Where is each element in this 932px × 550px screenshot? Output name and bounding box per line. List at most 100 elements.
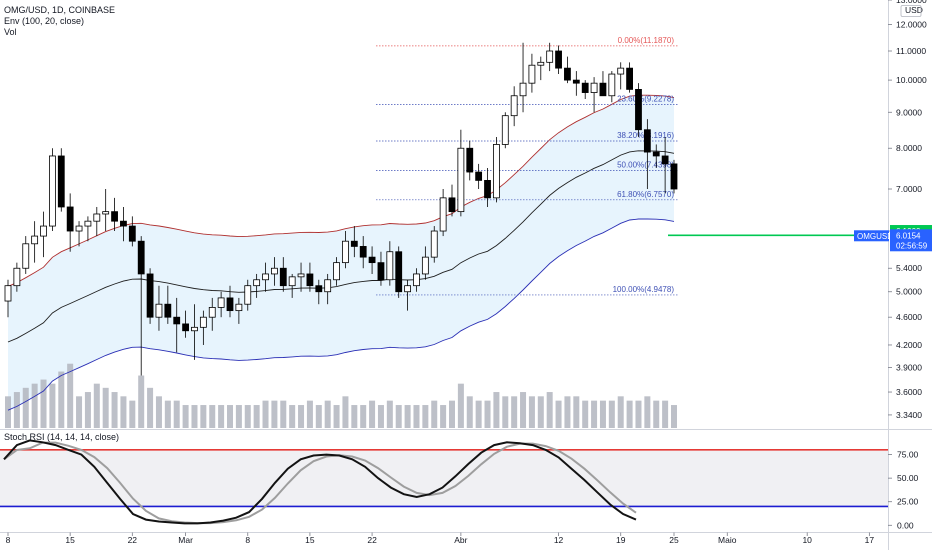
volume-bar-36 xyxy=(324,400,331,428)
volume-bar-14 xyxy=(129,400,136,428)
volume-bar-1 xyxy=(13,392,20,428)
time-tick-label-6: 22 xyxy=(367,535,377,545)
envelope-fill xyxy=(8,95,674,411)
candle-body-26 xyxy=(235,303,243,312)
price-tick-label-9: 5.0000 xyxy=(896,287,922,297)
price-tick-label-13: 3.6000 xyxy=(896,387,922,397)
candle-61 xyxy=(546,42,554,72)
volume-bar-73 xyxy=(653,400,660,428)
candle-body-52 xyxy=(466,147,474,173)
candle-16 xyxy=(146,268,154,324)
candle-57 xyxy=(510,86,518,127)
volume-legend[interactable]: Vol xyxy=(4,27,17,37)
volume-bar-6 xyxy=(58,371,65,428)
candle-62 xyxy=(555,45,562,75)
candle-44 xyxy=(395,246,403,298)
volume-bar-7 xyxy=(67,363,74,428)
time-tick-label-0: 8 xyxy=(6,535,11,545)
envelope-legend[interactable]: Env (100, 20, close) xyxy=(4,16,85,26)
price-tick-label-5: 8.0000 xyxy=(896,143,922,153)
volume-bar-10 xyxy=(93,383,100,428)
candle-33 xyxy=(297,262,305,292)
candle-32 xyxy=(288,273,296,298)
candle-body-31 xyxy=(279,267,287,287)
currency-box xyxy=(900,5,922,17)
candle-14 xyxy=(128,216,136,247)
stoch-tick-label-1: 50.00 xyxy=(897,473,919,483)
candle-body-49 xyxy=(439,197,447,232)
volume-bar-0 xyxy=(5,396,11,428)
volume-bar-8 xyxy=(76,396,83,428)
candle-9 xyxy=(84,216,92,242)
candle-body-73 xyxy=(652,151,660,157)
volume-bar-30 xyxy=(271,400,278,428)
volume-bar-23 xyxy=(209,405,216,428)
candle-body-8 xyxy=(75,225,83,232)
candle-1 xyxy=(13,262,21,292)
candle-body-70 xyxy=(626,67,633,90)
candle-43 xyxy=(386,241,394,286)
candle-45 xyxy=(404,279,412,311)
symbol-legend[interactable]: OMG/USD, 1D, COINBASE xyxy=(4,5,116,15)
last-price-label: 6.0154 xyxy=(896,231,921,240)
candle-body-28 xyxy=(253,279,261,287)
candle-2 xyxy=(22,236,30,274)
fib-level-label-3: 50.00%(7.4398) xyxy=(617,160,674,169)
volume-bar-29 xyxy=(262,400,269,428)
candle-35 xyxy=(315,279,323,305)
candle-body-27 xyxy=(244,285,252,305)
candle-34 xyxy=(306,262,314,292)
candle-body-66 xyxy=(590,82,598,93)
fib-level-label-5: 100.00%(4.9478) xyxy=(613,285,675,294)
volume-bar-41 xyxy=(369,400,376,428)
candle-46 xyxy=(413,268,420,292)
volume-bar-71 xyxy=(635,400,642,428)
price-tick-label-3: 10.0000 xyxy=(896,75,927,85)
candle-body-69 xyxy=(617,67,625,75)
time-tick-label-9: 19 xyxy=(616,535,626,545)
candle-body-64 xyxy=(572,79,580,84)
volume-bar-68 xyxy=(608,400,615,428)
chart-legend: OMG/USD, 1D, COINBASE Env (100, 20, clos… xyxy=(4,5,115,38)
candle-73 xyxy=(652,144,660,168)
candle-68 xyxy=(608,71,616,103)
stoch-legend[interactable]: Stoch RSI (14, 14, 14, close) xyxy=(4,432,120,442)
volume-bar-55 xyxy=(493,392,500,428)
candle-body-48 xyxy=(430,230,438,258)
volume-bar-9 xyxy=(84,392,91,428)
price-tick-label-6: 7.0000 xyxy=(896,184,922,194)
candle-48 xyxy=(430,226,438,263)
candle-13 xyxy=(120,206,127,242)
candle-body-13 xyxy=(120,220,127,227)
candle-body-62 xyxy=(555,50,562,69)
candle-50 xyxy=(448,184,456,217)
candle-28 xyxy=(253,273,261,298)
candle-24 xyxy=(217,291,225,318)
envelope-lower-line xyxy=(7,218,675,411)
volume-bar-59 xyxy=(528,396,535,428)
volume-bar-62 xyxy=(555,400,562,428)
candle-body-32 xyxy=(288,276,296,287)
candle-body-37 xyxy=(333,262,340,281)
candle-body-2 xyxy=(22,243,30,269)
candle-body-3 xyxy=(31,235,39,245)
candle-39 xyxy=(350,226,358,258)
candle-21 xyxy=(191,304,198,360)
candle-body-21 xyxy=(191,326,198,332)
candle-42 xyxy=(377,251,385,286)
volume-bar-46 xyxy=(413,405,420,428)
volume-bar-56 xyxy=(502,396,509,428)
fib-level-label-0: 0.00%(11.1870) xyxy=(618,36,675,45)
currency-label: USD xyxy=(905,5,923,15)
time-tick-label-2: 22 xyxy=(128,535,138,545)
candle-7 xyxy=(66,193,74,252)
price-tick-label-12: 3.9000 xyxy=(896,363,922,373)
volume-bar-75 xyxy=(671,405,677,428)
candle-body-6 xyxy=(57,155,65,208)
candle-body-33 xyxy=(297,273,305,278)
volume-bar-25 xyxy=(227,405,233,428)
candle-body-56 xyxy=(501,115,509,145)
candle-body-63 xyxy=(564,67,571,81)
candle-4 xyxy=(40,211,47,258)
